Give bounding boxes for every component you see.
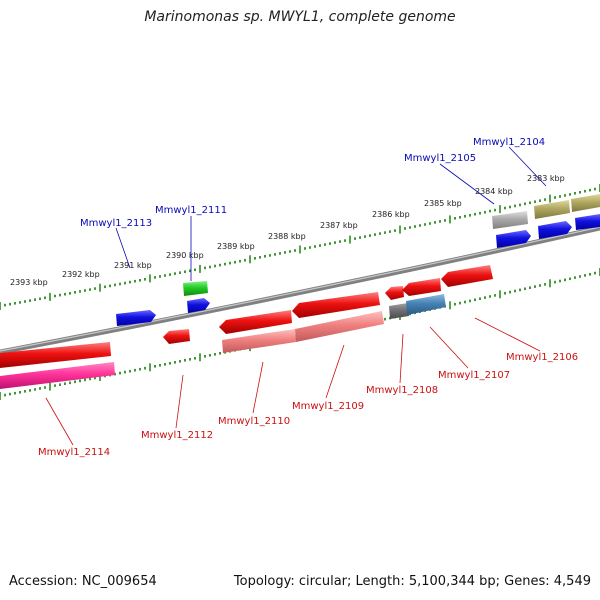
genome-backbone-highlight — [0, 226, 600, 352]
reverse-gene-labels: Mmwyl1_2106 Mmwyl1_2107 Mmwyl1_2108 Mmwy… — [38, 317, 578, 458]
gene-feature[interactable] — [0, 342, 111, 368]
gene-feature[interactable] — [575, 214, 600, 230]
gene-label[interactable]: Mmwyl1_2105 — [404, 153, 476, 164]
gene-feature[interactable] — [571, 194, 600, 212]
gene-feature[interactable] — [385, 286, 404, 300]
gene-label[interactable]: Mmwyl1_2113 — [80, 218, 152, 229]
forward-gene-labels: Mmwyl1_2104 Mmwyl1_2105 Mmwyl1_2111 Mmwy… — [80, 137, 547, 281]
map-title: Marinomonas sp. MWYL1, complete genome — [144, 9, 456, 25]
scale-label: 2392 kbp — [62, 270, 100, 279]
gene-label[interactable]: Mmwyl1_2110 — [218, 416, 290, 427]
gene-feature[interactable] — [496, 230, 531, 248]
label-leader-line — [175, 374, 184, 429]
gene-feature[interactable] — [389, 303, 409, 319]
scale-ticks-upper — [0, 184, 600, 310]
gene-feature[interactable] — [406, 294, 446, 315]
gene-label[interactable]: Mmwyl1_2114 — [38, 447, 110, 458]
gene-label[interactable]: Mmwyl1_2109 — [292, 401, 364, 412]
gene-feature[interactable] — [183, 281, 208, 296]
gene-label[interactable]: Mmwyl1_2112 — [141, 430, 213, 441]
gene-feature[interactable] — [163, 329, 190, 344]
accession-text: Accession: NC_009654 — [9, 574, 157, 589]
gene-label[interactable]: Mmwyl1_2104 — [473, 137, 545, 148]
forward-strand-features — [116, 194, 600, 326]
scale-label: 2391 kbp — [114, 261, 152, 270]
gene-label[interactable]: Mmwyl1_2111 — [155, 205, 227, 216]
gene-feature[interactable] — [295, 311, 384, 342]
gene-feature[interactable] — [292, 292, 380, 318]
label-leader-line — [252, 361, 264, 414]
label-leader-line — [439, 163, 495, 205]
gene-label[interactable]: Mmwyl1_2107 — [438, 370, 510, 381]
label-leader-line — [474, 317, 541, 352]
gene-label[interactable]: Mmwyl1_2108 — [366, 385, 438, 396]
scale-label: 2390 kbp — [166, 251, 204, 260]
gene-feature[interactable] — [219, 310, 292, 334]
gene-feature[interactable] — [222, 329, 296, 353]
gene-feature[interactable] — [538, 221, 572, 239]
gene-feature[interactable] — [441, 265, 493, 287]
gene-label[interactable]: Mmwyl1_2106 — [506, 352, 578, 363]
label-leader-line — [115, 227, 131, 269]
scale-label: 2388 kbp — [268, 232, 306, 241]
scale-label: 2386 kbp — [372, 210, 410, 219]
label-leader-line — [325, 344, 345, 399]
scale-labels: 2383 kbp 2384 kbp 2385 kbp 2386 kbp 2387… — [10, 174, 565, 287]
genome-backbone — [0, 225, 600, 355]
label-leader-line — [429, 326, 469, 369]
gene-feature[interactable] — [116, 310, 156, 326]
label-leader-line — [45, 397, 74, 446]
gene-feature[interactable] — [0, 362, 115, 389]
genome-summary-text: Topology: circular; Length: 5,100,344 bp… — [233, 574, 591, 589]
scale-label: 2389 kbp — [217, 242, 255, 251]
gene-feature[interactable] — [402, 278, 441, 296]
gene-feature[interactable] — [534, 200, 570, 219]
label-leader-line — [399, 333, 404, 384]
scale-label: 2385 kbp — [424, 199, 462, 208]
scale-label: 2387 kbp — [320, 221, 358, 230]
scale-label: 2384 kbp — [475, 187, 513, 196]
scale-label: 2393 kbp — [10, 278, 48, 287]
scale-label: 2383 kbp — [527, 174, 565, 183]
gene-feature[interactable] — [187, 298, 210, 313]
gene-feature[interactable] — [492, 211, 528, 229]
reverse-strand-features — [0, 265, 493, 389]
label-leader-line — [508, 146, 547, 187]
